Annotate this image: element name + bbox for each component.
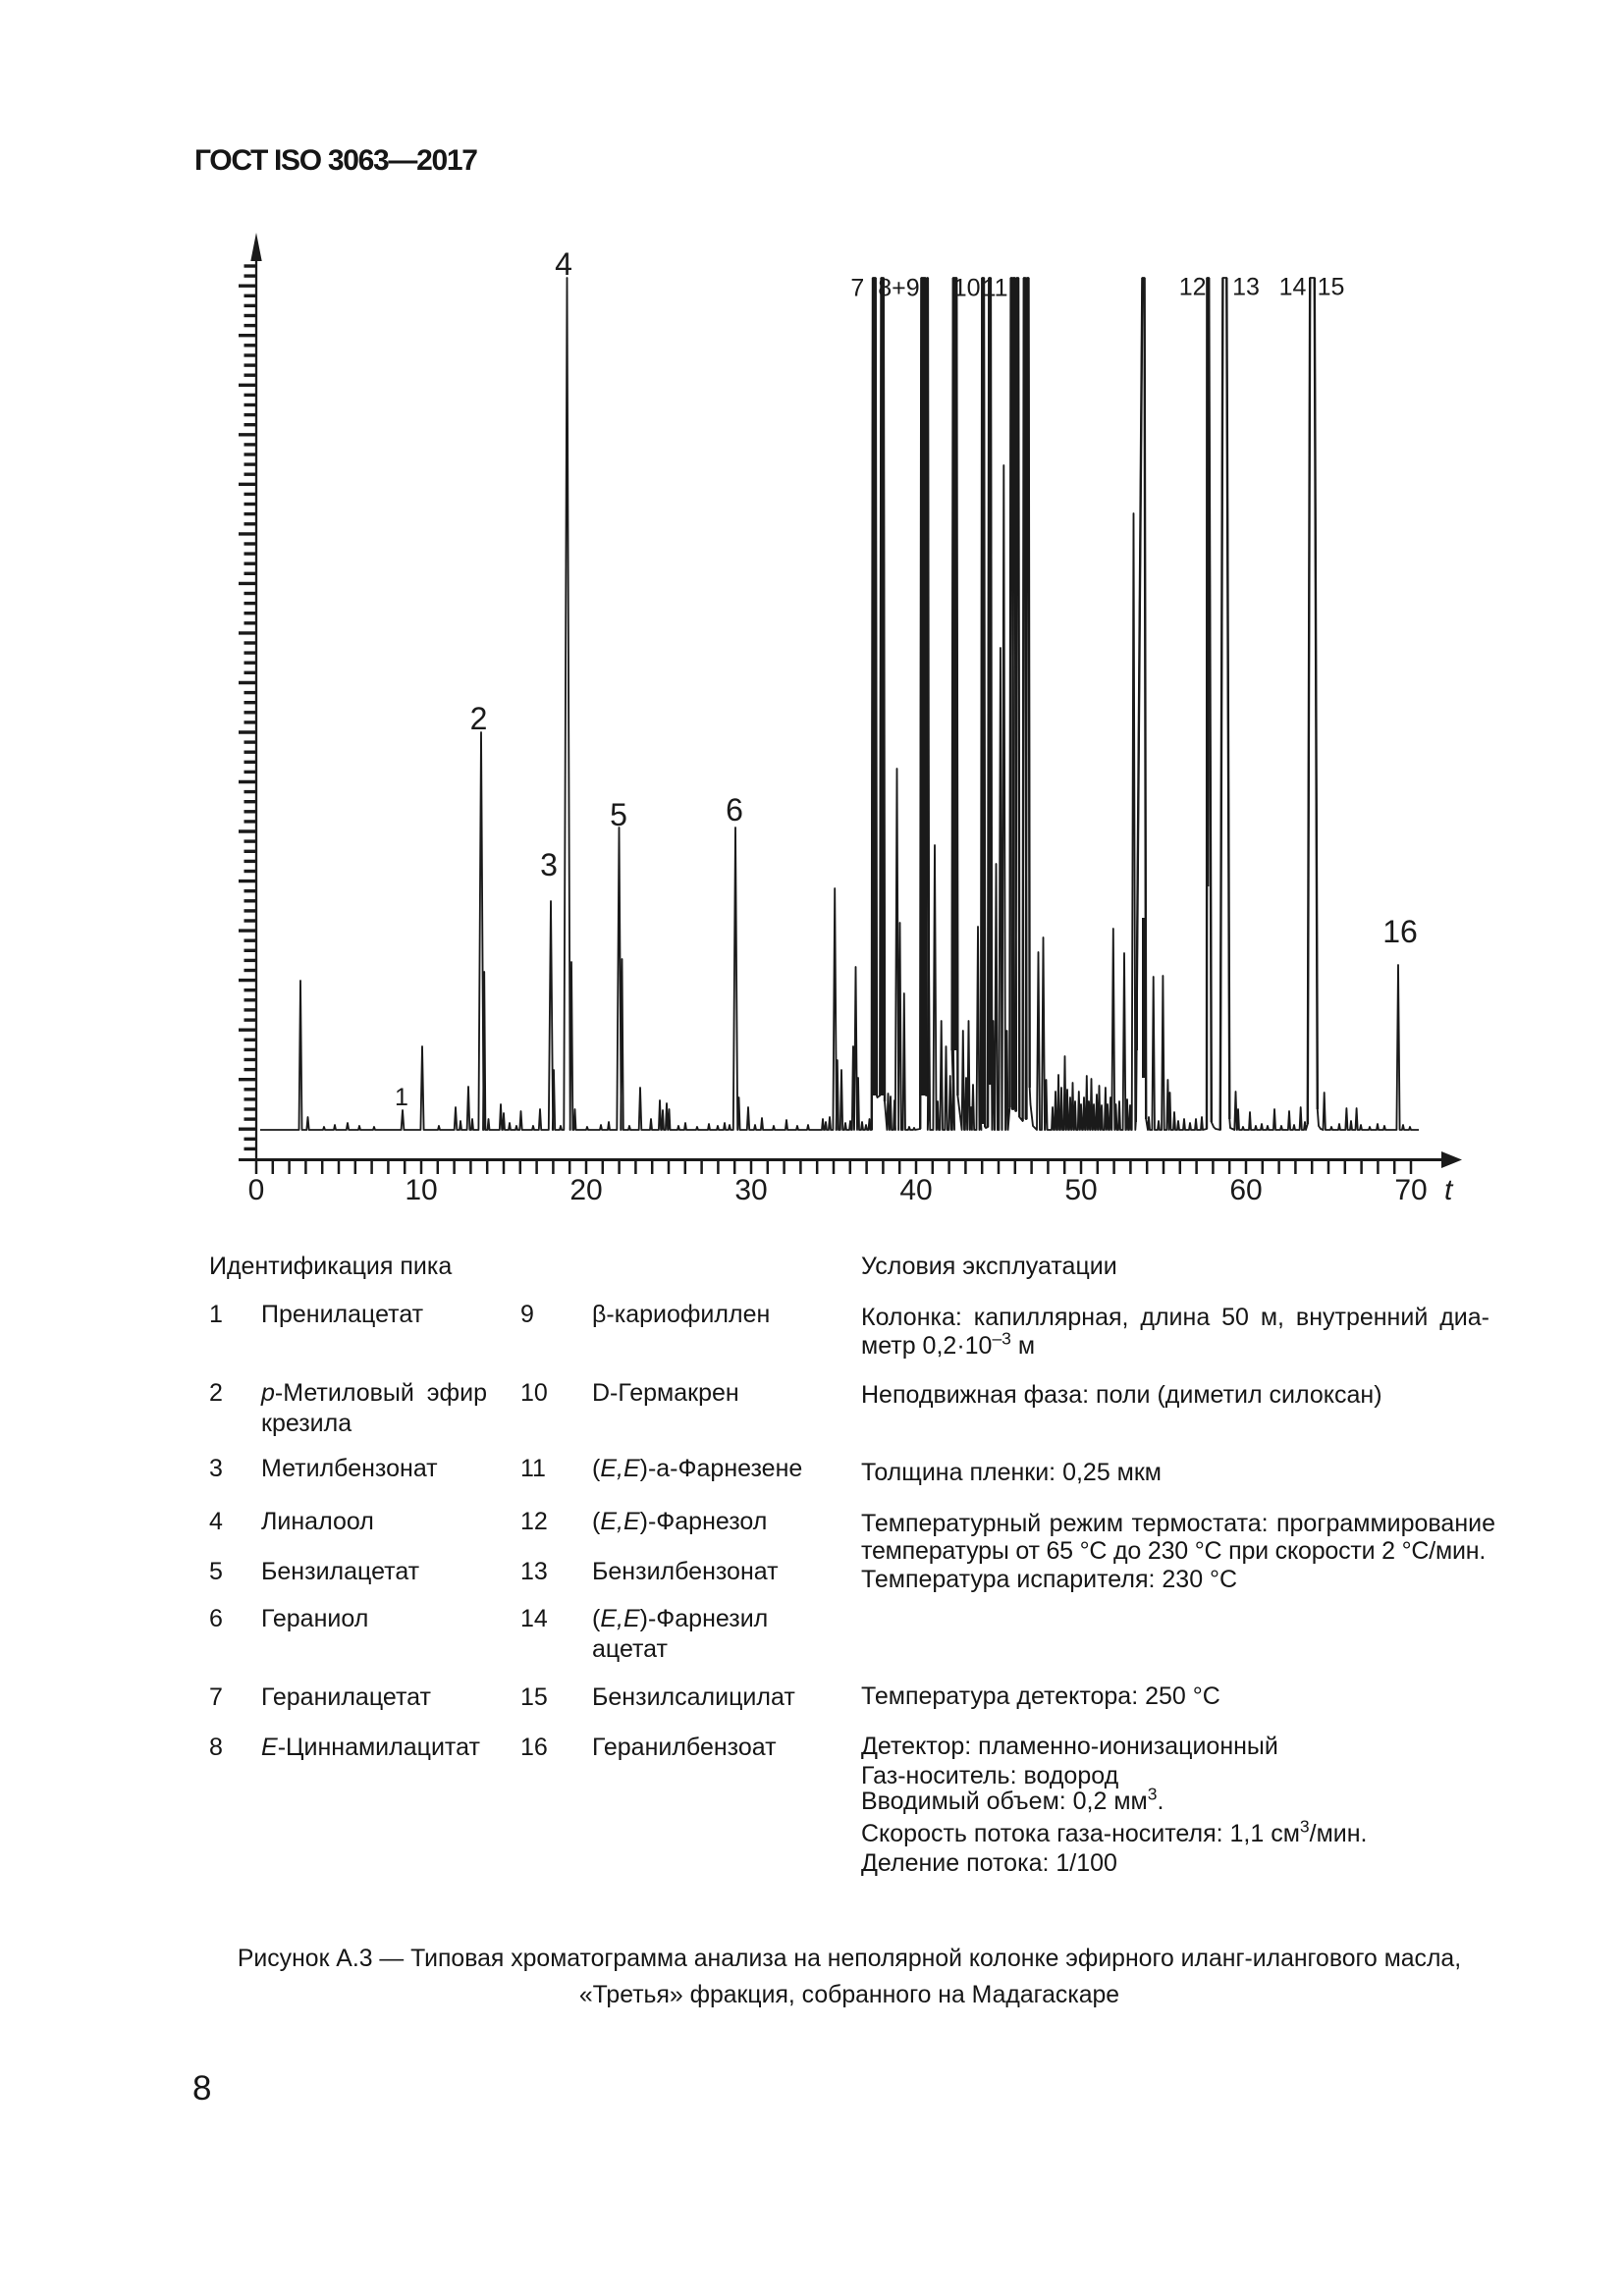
svg-text:13: 13 [1232,274,1260,301]
svg-text:12: 12 [1179,274,1207,301]
svg-text:30: 30 [734,1174,767,1206]
svg-text:0: 0 [248,1174,265,1206]
svg-text:40: 40 [899,1174,932,1206]
svg-text:60: 60 [1229,1174,1262,1206]
svg-text:1: 1 [395,1084,408,1111]
svg-text:10: 10 [405,1174,437,1206]
svg-text:10: 10 [953,275,981,302]
svg-text:20: 20 [569,1174,602,1206]
svg-text:5: 5 [610,797,627,832]
svg-text:70: 70 [1394,1174,1427,1206]
svg-text:7: 7 [850,275,864,302]
svg-text:8+9: 8+9 [878,275,919,302]
svg-text:14: 14 [1279,274,1307,301]
svg-text:2: 2 [470,701,488,736]
svg-text:16: 16 [1382,914,1418,949]
svg-text:4: 4 [555,246,572,282]
svg-text:15: 15 [1318,274,1345,301]
svg-text:50: 50 [1064,1174,1097,1206]
svg-text:6: 6 [726,792,743,828]
svg-text:3: 3 [540,847,558,882]
svg-text:t: t [1444,1174,1454,1206]
svg-text:11: 11 [983,275,1008,302]
